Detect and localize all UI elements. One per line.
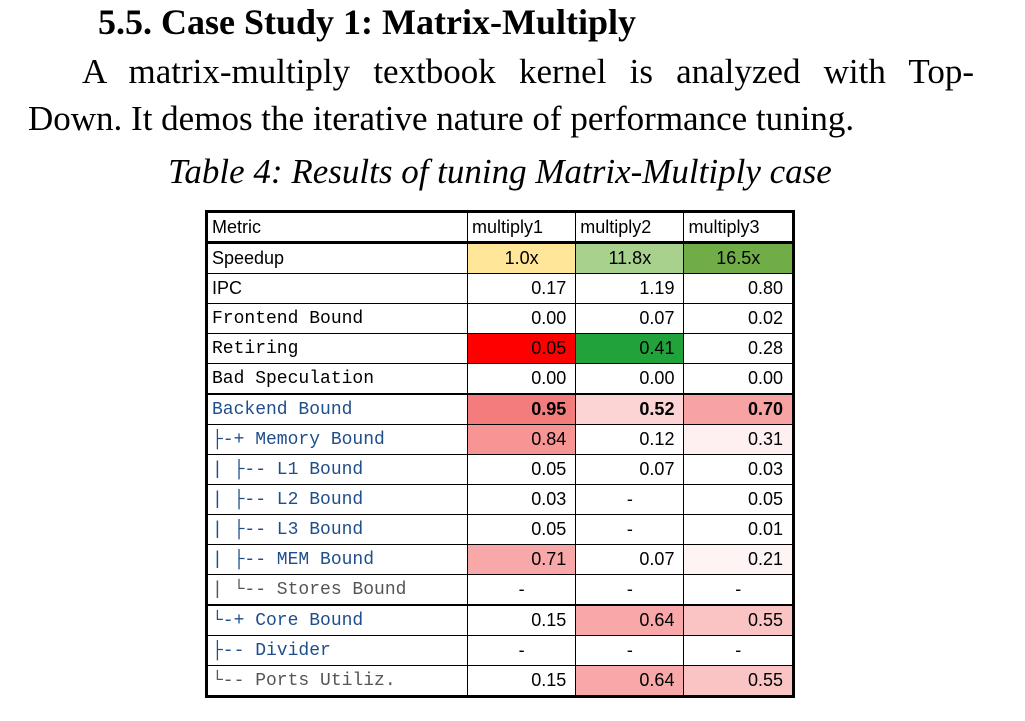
paragraph-line-2: Down. It demos the iterative nature of p…: [28, 99, 855, 138]
value-multiply1: 0.84: [466, 424, 577, 455]
value-multiply3: 0.70: [683, 393, 794, 425]
value-multiply1: 0.05: [466, 514, 577, 545]
value-multiply3: 0.55: [683, 604, 794, 636]
value-multiply1: 0.05: [466, 333, 577, 364]
value-multiply1: -: [466, 635, 577, 666]
paragraph-line-1: A matrix-multiply textbook kernel is ana…: [82, 52, 974, 91]
metric-cell: | ├-- L2 Bound: [206, 484, 468, 515]
metric-cell: | ├-- L1 Bound: [206, 454, 468, 485]
section-heading: 5.5. Case Study 1: Matrix-Multiply: [98, 2, 636, 42]
value-multiply2: 0.07: [575, 544, 685, 575]
value-multiply1: 0.05: [466, 454, 577, 485]
metric-cell: Speedup: [206, 242, 468, 274]
row-l3-bound: | ├-- L3 Bound 0.05 - 0.01: [206, 514, 794, 545]
metric-cell: ├-- Divider: [206, 635, 468, 666]
row-core-bound: └-+ Core Bound 0.15 0.64 0.55: [206, 604, 794, 636]
value-multiply3: -: [683, 574, 794, 606]
row-speedup: Speedup 1.0x 11.8x 16.5x: [206, 242, 794, 274]
value-multiply3: 0.03: [683, 454, 794, 485]
metric-cell: | ├-- MEM Bound: [206, 544, 468, 575]
value-multiply2: 0.07: [575, 303, 685, 334]
row-ipc: IPC 0.17 1.19 0.80: [206, 273, 794, 304]
header-multiply1: multiply1: [466, 211, 577, 244]
metric-cell: Bad Speculation: [206, 363, 468, 395]
value-multiply1: 0.17: [466, 273, 577, 304]
metric-cell: Backend Bound: [206, 393, 468, 425]
value-multiply2: -: [575, 635, 685, 666]
row-stores-bound: | └-- Stores Bound - - -: [206, 574, 794, 606]
value-multiply2: 0.64: [575, 665, 685, 697]
value-multiply1: 0.15: [466, 604, 577, 636]
intro-paragraph: A matrix-multiply textbook kernel is ana…: [28, 48, 974, 142]
row-backend-bound: Backend Bound 0.95 0.52 0.70: [206, 393, 794, 425]
value-multiply2: -: [575, 514, 685, 545]
value-multiply3: 0.55: [683, 665, 794, 697]
value-multiply3: 0.28: [683, 333, 794, 364]
value-multiply2: 0.64: [575, 604, 685, 636]
row-l1-bound: | ├-- L1 Bound 0.05 0.07 0.03: [206, 454, 794, 485]
value-multiply1: 0.03: [466, 484, 577, 515]
row-bad-speculation: Bad Speculation 0.00 0.00 0.00: [206, 363, 794, 395]
value-multiply3: 0.21: [683, 544, 794, 575]
value-multiply2: 0.41: [575, 333, 685, 364]
value-multiply2: 0.12: [575, 424, 685, 455]
value-multiply3: 0.80: [683, 273, 794, 304]
value-multiply3: -: [683, 635, 794, 666]
value-multiply2: 0.00: [575, 363, 685, 395]
value-multiply2: 11.8x: [575, 242, 685, 274]
results-table: Metric multiply1 multiply2 multiply3 Spe…: [205, 210, 795, 698]
value-multiply2: 1.19: [575, 273, 685, 304]
row-divider: ├-- Divider - - -: [206, 635, 794, 666]
value-multiply3: 0.05: [683, 484, 794, 515]
value-multiply2: 0.07: [575, 454, 685, 485]
value-multiply3: 0.02: [683, 303, 794, 334]
metric-cell: └-+ Core Bound: [206, 604, 468, 636]
value-multiply1: 0.15: [466, 665, 577, 697]
table-caption: Table 4: Results of tuning Matrix-Multip…: [168, 152, 832, 191]
metric-cell: | ├-- L3 Bound: [206, 514, 468, 545]
header-multiply2: multiply2: [575, 211, 685, 244]
header-multiply3: multiply3: [683, 211, 794, 244]
metric-cell: Retiring: [206, 333, 468, 364]
value-multiply1: 0.00: [466, 363, 577, 395]
row-l2-bound: | ├-- L2 Bound 0.03 - 0.05: [206, 484, 794, 515]
value-multiply2: -: [575, 574, 685, 606]
value-multiply2: -: [575, 484, 685, 515]
row-memory-bound: ├-+ Memory Bound 0.84 0.12 0.31: [206, 424, 794, 455]
metric-cell: IPC: [206, 273, 468, 304]
metric-cell: | └-- Stores Bound: [206, 574, 468, 606]
value-multiply3: 0.31: [683, 424, 794, 455]
value-multiply1: 0.00: [466, 303, 577, 334]
value-multiply3: 0.00: [683, 363, 794, 395]
metric-cell: ├-+ Memory Bound: [206, 424, 468, 455]
value-multiply1: 0.71: [466, 544, 577, 575]
table-header-row: Metric multiply1 multiply2 multiply3: [206, 211, 794, 244]
value-multiply2: 0.52: [575, 393, 685, 425]
metric-cell: Frontend Bound: [206, 303, 468, 334]
header-metric: Metric: [206, 211, 468, 244]
value-multiply3: 0.01: [683, 514, 794, 545]
row-ports-utiliz: └-- Ports Utiliz. 0.15 0.64 0.55: [206, 665, 794, 697]
value-multiply1: 0.95: [466, 393, 577, 425]
value-multiply3: 16.5x: [683, 242, 794, 274]
metric-cell: └-- Ports Utiliz.: [206, 665, 468, 697]
value-multiply1: 1.0x: [466, 242, 577, 274]
row-mem-bound: | ├-- MEM Bound 0.71 0.07 0.21: [206, 544, 794, 575]
row-retiring: Retiring 0.05 0.41 0.28: [206, 333, 794, 364]
row-frontend-bound: Frontend Bound 0.00 0.07 0.02: [206, 303, 794, 334]
value-multiply1: -: [466, 574, 577, 606]
